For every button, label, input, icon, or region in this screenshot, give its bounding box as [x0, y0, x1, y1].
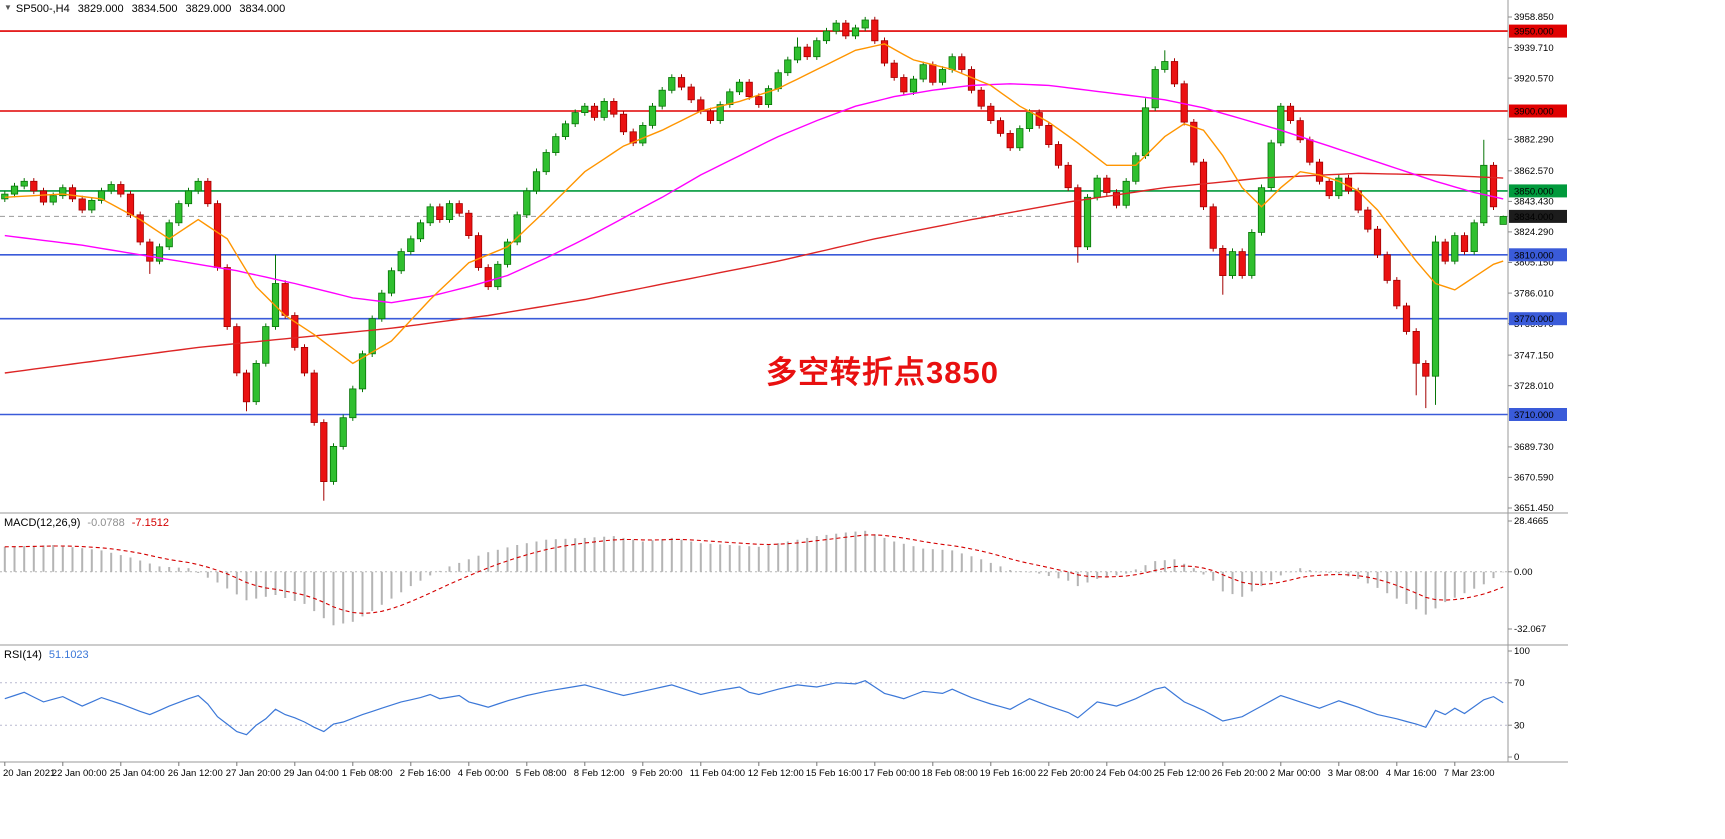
ma-mid-magenta-line — [4, 83, 1504, 304]
macd-main-value: -0.0788 — [87, 517, 125, 529]
ma-slow-red-line — [4, 172, 1504, 374]
svg-text:9 Feb 20:00: 9 Feb 20:00 — [632, 768, 683, 779]
svg-text:3 Mar 08:00: 3 Mar 08:00 — [1328, 768, 1379, 779]
svg-text:3651.450: 3651.450 — [1514, 503, 1554, 514]
macd-axis-labels: 28.4665 0.00 -32.067 — [1508, 516, 1548, 635]
svg-text:26 Jan 12:00: 26 Jan 12:00 — [168, 768, 223, 779]
svg-text:28.4665: 28.4665 — [1514, 516, 1548, 527]
chart-annotation-text[interactable]: 多空转折点3850 — [766, 355, 999, 390]
svg-text:3958.850: 3958.850 — [1514, 12, 1554, 23]
rsi-panel-layer — [0, 680, 1508, 736]
svg-text:0: 0 — [1514, 752, 1519, 763]
ohlc-open: 3829.000 — [77, 3, 124, 15]
svg-text:3850.000: 3850.000 — [1514, 186, 1554, 197]
svg-text:3950.000: 3950.000 — [1514, 27, 1554, 38]
svg-text:22 Feb 20:00: 22 Feb 20:00 — [1038, 768, 1094, 779]
svg-text:18 Feb 08:00: 18 Feb 08:00 — [922, 768, 978, 779]
svg-text:3810.000: 3810.000 — [1514, 250, 1554, 261]
triangle-down-icon[interactable]: ▼ — [4, 3, 12, 12]
candles-layer — [1, 16, 1507, 501]
svg-text:22 Jan 00:00: 22 Jan 00:00 — [52, 768, 107, 779]
macd-signal-value: -7.1512 — [131, 517, 170, 529]
price-level-badges: 3950.000 3900.000 3850.000 3834.000 3810.000… — [1509, 24, 1567, 421]
svg-text:25 Jan 04:00: 25 Jan 04:00 — [110, 768, 165, 779]
macd-name: MACD(12,26,9) — [4, 517, 81, 529]
horizontal-levels-layer — [0, 30, 1508, 416]
rsi-line — [4, 680, 1504, 736]
svg-text:25 Feb 12:00: 25 Feb 12:00 — [1154, 768, 1210, 779]
svg-text:3805.150: 3805.150 — [1514, 258, 1554, 269]
ma-fast-orange-line — [4, 43, 1504, 365]
svg-text:1 Feb 08:00: 1 Feb 08:00 — [342, 768, 393, 779]
panel-borders — [0, 0, 1568, 763]
rsi-indicator-label: RSI(14) 51.1023 — [4, 649, 89, 661]
symbol-period-label: SP500-,H4 — [15, 3, 70, 15]
rsi-value: 51.1023 — [48, 649, 89, 661]
svg-text:3920.570: 3920.570 — [1514, 73, 1554, 84]
svg-text:3786.010: 3786.010 — [1514, 288, 1554, 299]
svg-text:0.00: 0.00 — [1514, 567, 1533, 578]
svg-text:3689.730: 3689.730 — [1514, 442, 1554, 453]
svg-text:-32.067: -32.067 — [1514, 624, 1546, 635]
svg-text:100: 100 — [1514, 646, 1530, 657]
svg-text:20 Jan 2021: 20 Jan 2021 — [3, 768, 55, 779]
svg-text:2 Feb 16:00: 2 Feb 16:00 — [400, 768, 451, 779]
svg-text:5 Feb 08:00: 5 Feb 08:00 — [516, 768, 567, 779]
svg-text:70: 70 — [1514, 678, 1525, 689]
rsi-name: RSI(14) — [4, 649, 42, 661]
macd-signal-line — [4, 534, 1504, 614]
svg-text:3939.710: 3939.710 — [1514, 43, 1554, 54]
svg-text:2 Mar 00:00: 2 Mar 00:00 — [1270, 768, 1321, 779]
svg-text:29 Jan 04:00: 29 Jan 04:00 — [284, 768, 339, 779]
svg-text:3900.000: 3900.000 — [1514, 107, 1554, 118]
price-axis-labels[interactable]: 3958.850 3939.710 3920.570 3882.290 3862.570… — [1508, 12, 1554, 514]
svg-text:4 Feb 00:00: 4 Feb 00:00 — [458, 768, 509, 779]
svg-text:30: 30 — [1514, 720, 1525, 731]
svg-text:4 Mar 16:00: 4 Mar 16:00 — [1386, 768, 1437, 779]
svg-text:3862.570: 3862.570 — [1514, 166, 1554, 177]
svg-text:3710.000: 3710.000 — [1514, 410, 1554, 421]
svg-text:24 Feb 04:00: 24 Feb 04:00 — [1096, 768, 1152, 779]
svg-text:3747.150: 3747.150 — [1514, 350, 1554, 361]
svg-text:3843.430: 3843.430 — [1514, 197, 1554, 208]
ohlc-high: 3834.500 — [131, 3, 178, 15]
svg-text:3728.010: 3728.010 — [1514, 381, 1554, 392]
macd-panel-layer — [0, 530, 1508, 626]
svg-text:27 Jan 20:00: 27 Jan 20:00 — [226, 768, 281, 779]
svg-text:15 Feb 16:00: 15 Feb 16:00 — [806, 768, 862, 779]
macd-indicator-label: MACD(12,26,9) -0.0788 -7.1512 — [4, 517, 169, 529]
rsi-axis-labels: 100 70 30 0 — [1508, 646, 1530, 763]
svg-text:3882.290: 3882.290 — [1514, 135, 1554, 146]
ohlc-low: 3829.000 — [185, 3, 232, 15]
svg-text:26 Feb 20:00: 26 Feb 20:00 — [1212, 768, 1268, 779]
svg-text:3770.000: 3770.000 — [1514, 314, 1554, 325]
svg-text:8 Feb 12:00: 8 Feb 12:00 — [574, 768, 625, 779]
svg-text:11 Feb 04:00: 11 Feb 04:00 — [690, 768, 745, 779]
svg-text:12 Feb 12:00: 12 Feb 12:00 — [748, 768, 804, 779]
svg-text:17 Feb 00:00: 17 Feb 00:00 — [864, 768, 920, 779]
svg-text:19 Feb 16:00: 19 Feb 16:00 — [980, 768, 1036, 779]
svg-text:3670.590: 3670.590 — [1514, 473, 1554, 484]
symbol-info-bar: ▼ SP500-,H4 3829.000 3834.500 3829.000 3834.0… — [4, 3, 285, 15]
svg-text:3824.290: 3824.290 — [1514, 227, 1554, 238]
svg-text:3834.000: 3834.000 — [1514, 212, 1554, 223]
svg-text:7 Mar 23:00: 7 Mar 23:00 — [1444, 768, 1495, 779]
ohlc-close: 3834.000 — [239, 3, 286, 15]
